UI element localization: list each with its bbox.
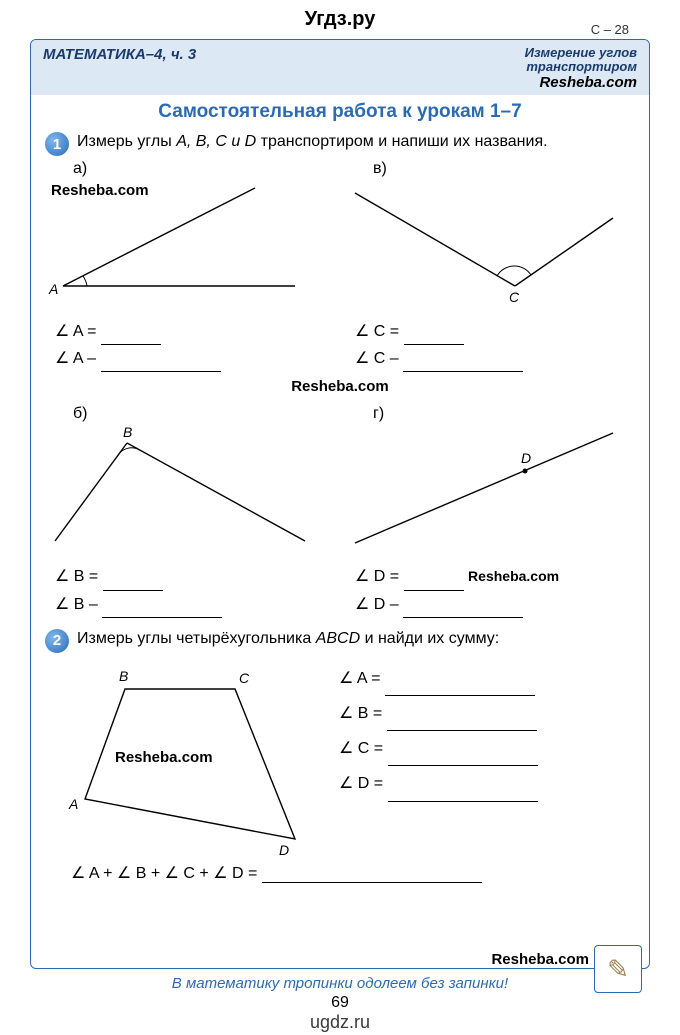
c-eq: ∠ C = [355,323,399,340]
measure-b: ∠ B = ∠ B – [45,563,335,617]
svg-text:D: D [279,842,289,858]
blank-qc [388,750,538,766]
header-left: МАТЕМАТИКА–4, ч. 3 [43,46,196,63]
measure-d: ∠ D = Resheba.com ∠ D – [345,563,635,617]
c-dash: ∠ C – [355,350,399,367]
t2-shape: ABCD [316,630,360,647]
blank-b-eq [103,575,163,591]
svg-text:A: A [48,281,58,297]
d-dash: ∠ D – [355,596,399,613]
page-label: С – 28 [591,22,629,37]
task-1-num: 1 [45,132,69,156]
resheba-wm-a: Resheba.com [51,182,149,199]
page-frame: С – 28 МАТЕМАТИКА–4, ч. 3 Измерение угло… [30,39,650,969]
t2-after: и найди их сумму: [360,630,499,647]
header-right: Измерение углов транспортиром Resheba.co… [525,46,637,91]
header-bar: МАТЕМАТИКА–4, ч. 3 Измерение углов транс… [31,40,649,95]
svg-text:C: C [239,670,250,686]
blank-a-eq [101,329,161,345]
angles-grid: а) Resheba.com A ∠ A = ∠ A – [45,160,635,618]
watermark-top: Угдз.ру [0,0,680,35]
header-right-line2: транспортиром [526,59,637,74]
eqB: ∠ B = [339,705,382,722]
task2-body: Resheba.com A B C D ∠ A = ∠ B = ∠ C = ∠ … [45,659,635,859]
eqA: ∠ A = [339,670,380,687]
t1-after: транспортиром и напиши их названия. [256,133,547,150]
eqD: ∠ D = [339,775,383,792]
blank-c-eq [404,329,464,345]
d-eq: ∠ D = [355,568,399,585]
resheba-wm-footer: Resheba.com [31,951,649,968]
measure-c: ∠ C = ∠ C – [345,318,635,372]
blank-d-dash [403,602,523,618]
resheba-wm-d: Resheba.com [468,568,559,584]
task-2-head: 2 Измерь углы четырёхугольника ABCD и на… [45,628,635,653]
sum-label: ∠ A + ∠ B + ∠ C + ∠ D = [71,865,257,882]
quad-svg: Resheba.com A B C D [45,659,325,859]
a-eq: ∠ A = [55,323,96,340]
task-1: 1 Измерь углы A, B, C и D транспортиром … [45,131,635,618]
a-dash: ∠ A – [55,350,96,367]
blank-sum [262,867,482,883]
blank-b-dash [102,602,222,618]
mascot-icon: ✎ [594,945,642,993]
footer: Resheba.com [31,951,649,968]
angle-d-svg: D [345,423,635,563]
resheba-wm-header: Resheba.com [539,74,637,91]
resheba-wm-mid1: Resheba.com [45,378,635,395]
angle-cell-v: в) C ∠ C = ∠ C – [345,160,635,372]
t2-before: Измерь углы четырёхугольника [77,630,316,647]
eqC: ∠ C = [339,740,383,757]
sum-line: ∠ A + ∠ B + ∠ C + ∠ D = [45,863,635,883]
task-2-text: Измерь углы четырёхугольника ABCD и найд… [77,628,499,650]
svg-text:A: A [68,796,78,812]
svg-text:D: D [521,450,531,466]
header-right-line1: Измерение углов [525,45,637,60]
angle-cell-a: а) Resheba.com A ∠ A = ∠ A – [45,160,335,372]
angle-cell-b: б) B ∠ B = ∠ B – [45,405,335,617]
quad-lines: ∠ A = ∠ B = ∠ C = ∠ D = [339,659,635,859]
task-1-head: 1 Измерь углы A, B, C и D транспортиром … [45,131,635,156]
blank-a-dash [101,356,221,372]
blank-c-dash [403,356,523,372]
b-dash: ∠ B – [55,596,98,613]
svg-text:B: B [123,424,132,440]
blank-qd [388,786,538,802]
blank-d-eq [404,575,464,591]
t1-before: Измерь углы [77,133,176,150]
b-eq: ∠ B = [55,568,98,585]
angle-b-svg: B [45,423,335,563]
task-2-num: 2 [45,629,69,653]
sublabel-b: б) [45,405,335,423]
t1-vars: A, B, C и D [176,133,256,150]
sublabel-v: в) [345,160,635,178]
svg-text:C: C [509,289,520,305]
blank-qb [387,715,537,731]
angle-a-svg: Resheba.com A [45,178,335,318]
svg-text:B: B [119,668,128,684]
measure-a: ∠ A = ∠ A – [45,318,335,372]
resheba-wm-quad: Resheba.com [115,749,213,766]
sublabel-g: г) [345,405,635,423]
watermark-bottom: ugdz.ru [0,1012,680,1033]
angle-cell-g: г) D ∠ D = Resheba.com ∠ D – [345,405,635,617]
sublabel-a: а) [45,160,335,178]
task-2: 2 Измерь углы четырёхугольника ABCD и на… [45,628,635,883]
content: 1 Измерь углы A, B, C и D транспортиром … [31,131,649,883]
task-1-text: Измерь углы A, B, C и D транспортиром и … [77,131,548,153]
main-title: Самостоятельная работа к урокам 1–7 [31,95,649,131]
blank-qa [385,680,535,696]
footer-motto: В математику тропинки одолеем без запинк… [0,969,680,994]
angle-c-svg: C [345,178,635,318]
